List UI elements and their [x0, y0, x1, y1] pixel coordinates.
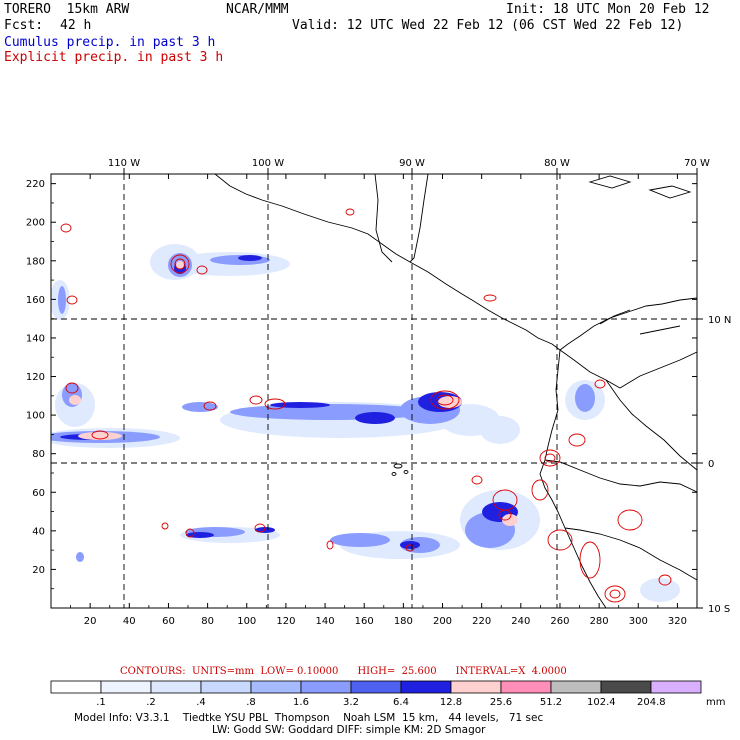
model-title: TORERO 15km ARW — [4, 2, 130, 17]
colorbar-swatch — [50, 680, 102, 694]
cumulus-legend: Cumulus precip. in past 3 h — [4, 35, 216, 50]
colorbar-level-label: 204.8 — [637, 697, 666, 708]
y-tick-label: 100 — [26, 411, 45, 422]
map-frame — [50, 173, 698, 609]
colorbar-swatch — [300, 680, 352, 694]
colorbar-level-label: 51.2 — [539, 697, 563, 708]
x-tick-label: 200 — [433, 616, 452, 627]
explicit-legend: Explicit precip. in past 3 h — [4, 50, 224, 65]
colorbar-swatch — [650, 680, 702, 694]
y-axis: 20 40 60 80 100 120 140 160 180 200 220 — [26, 179, 697, 590]
x-tick-label: 320 — [668, 616, 687, 627]
latitude-label: 0 — [708, 459, 714, 470]
colorbar-level-label: 6.4 — [393, 697, 409, 708]
model-physics: LW: Godd SW: Goddard DIFF: simple KM: 2D… — [212, 724, 486, 736]
y-tick-label: 120 — [26, 372, 45, 383]
x-tick-label: 80 — [201, 616, 214, 627]
precip-fields — [51, 244, 680, 602]
colorbar-level-label: .2 — [146, 697, 156, 708]
colorbar-swatch — [200, 680, 252, 694]
fcst-value: 42 h — [60, 18, 92, 33]
latitude-label: 10 N — [708, 315, 731, 326]
y-tick-label: 160 — [26, 295, 45, 306]
y-tick-label: 140 — [26, 333, 45, 344]
longitude-label: 100 W — [252, 158, 284, 169]
colorbar-swatch — [250, 680, 302, 694]
x-tick-label: 160 — [355, 616, 374, 627]
x-tick-label: 300 — [629, 616, 648, 627]
y-tick-label: 220 — [26, 179, 45, 190]
coastlines — [214, 174, 697, 608]
x-tick-label: 280 — [590, 616, 609, 627]
graticule — [51, 174, 697, 608]
x-axis: 20 40 60 80 100 120 140 160 180 200 220 240 260 280 30… — [70, 174, 687, 627]
x-tick-label: 240 — [511, 616, 530, 627]
colorbar-swatch — [600, 680, 652, 694]
colorbar-level-label: .1 — [96, 697, 106, 708]
colorbar-swatch — [550, 680, 602, 694]
x-tick-label: 180 — [394, 616, 413, 627]
colorbar-level-label: 3.2 — [343, 697, 359, 708]
latitude-labels: 10 N 0 10 S — [697, 315, 731, 615]
colorbar-swatch — [400, 680, 452, 694]
colorbar-swatch — [350, 680, 402, 694]
colorbar-swatch — [450, 680, 502, 694]
valid-time: Valid: 12 UTC Wed 22 Feb 12 (06 CST Wed … — [292, 18, 684, 33]
longitude-label: 90 W — [399, 158, 425, 169]
latitude-label: 10 S — [708, 604, 730, 615]
y-tick-label: 80 — [32, 449, 45, 460]
map-content — [51, 174, 697, 608]
longitude-label: 110 W — [108, 158, 140, 169]
colorbar-swatch — [150, 680, 202, 694]
colorbar-swatch — [100, 680, 152, 694]
x-tick-label: 140 — [316, 616, 335, 627]
colorbar-level-label: 102.4 — [587, 697, 616, 708]
colorbar-unit: mm — [706, 697, 726, 708]
contour-info: CONTOURS: UNITS=mm LOW= 0.10000 HIGH= 25… — [120, 666, 567, 677]
longitude-label: 80 W — [544, 158, 570, 169]
y-tick-label: 40 — [32, 526, 45, 537]
x-tick-label: 260 — [550, 616, 569, 627]
fcst-label: Fcst: — [4, 18, 44, 33]
center-label: NCAR/MMM — [226, 2, 289, 17]
colorbar-swatch — [500, 680, 552, 694]
colorbar-level-label: 1.6 — [293, 697, 309, 708]
colorbar-level-label: 12.8 — [439, 697, 463, 708]
colorbar-level-label: .4 — [196, 697, 206, 708]
colorbar-level-label: 25.6 — [489, 697, 513, 708]
model-info: Model Info: V3.3.1 Tiedtke YSU PBL Thomp… — [74, 712, 544, 724]
y-tick-label: 200 — [26, 218, 45, 229]
y-tick-label: 60 — [32, 488, 45, 499]
colorbar-level-label: .8 — [246, 697, 256, 708]
x-tick-label: 40 — [123, 616, 136, 627]
init-time: Init: 18 UTC Mon 20 Feb 12 — [506, 2, 710, 17]
y-tick-label: 20 — [32, 565, 45, 576]
x-tick-label: 120 — [276, 616, 295, 627]
longitude-labels: 110 W 100 W 90 W 80 W 70 W — [108, 158, 710, 174]
x-tick-label: 60 — [162, 616, 175, 627]
x-tick-label: 20 — [84, 616, 97, 627]
y-tick-label: 180 — [26, 256, 45, 267]
longitude-label: 70 W — [684, 158, 710, 169]
x-tick-label: 100 — [237, 616, 256, 627]
explicit-contours — [60, 208, 672, 603]
x-tick-label: 220 — [472, 616, 491, 627]
